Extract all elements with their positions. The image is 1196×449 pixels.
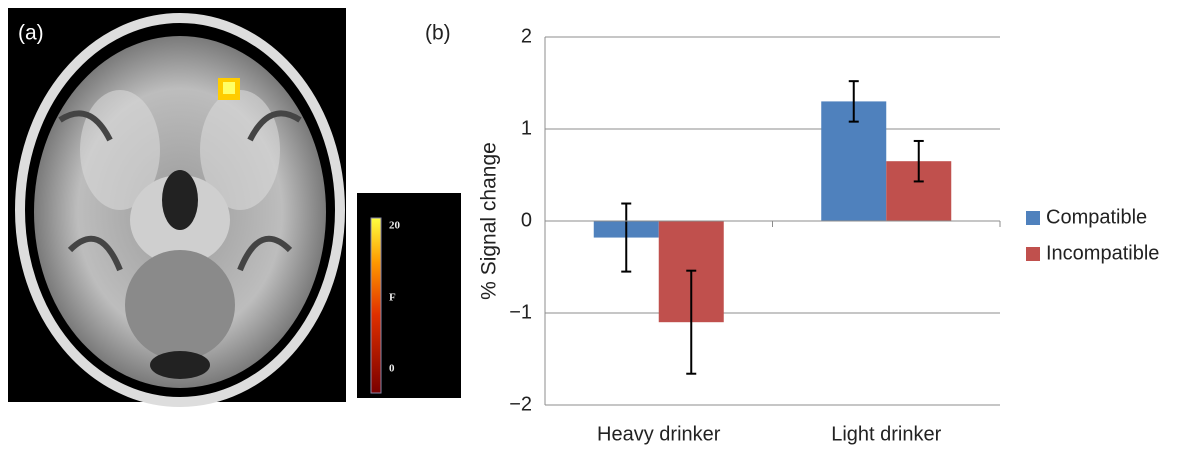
- legend-label: Incompatible: [1046, 242, 1159, 264]
- panel-label: (b): [425, 22, 451, 45]
- panel-label: (a): [18, 22, 44, 45]
- brain-image: (a): [8, 8, 346, 402]
- y-axis-label: % Signal change: [478, 142, 501, 300]
- legend-swatch: [1026, 247, 1040, 261]
- colorbar: F: [357, 193, 461, 398]
- colorbar-tick-label: 0: [389, 363, 395, 375]
- y-tick-label: −1: [509, 301, 532, 323]
- legend-swatch: [1026, 211, 1040, 225]
- y-tick-label: 0: [521, 209, 532, 231]
- colorbar-tick-label: 20: [389, 220, 401, 232]
- colorbar-label: F: [389, 292, 396, 304]
- x-tick-label: Heavy drinker: [597, 423, 721, 445]
- figure: (a) F 20 0 (b) % Signal change −2 −1 0 1 2 Heavy …: [0, 0, 1196, 449]
- y-tick-label: 1: [521, 117, 532, 139]
- legend-label: Compatible: [1046, 206, 1147, 228]
- y-tick-label: −2: [509, 393, 532, 415]
- y-tick-label: 2: [521, 25, 532, 47]
- x-tick-label: Light drinker: [831, 423, 941, 445]
